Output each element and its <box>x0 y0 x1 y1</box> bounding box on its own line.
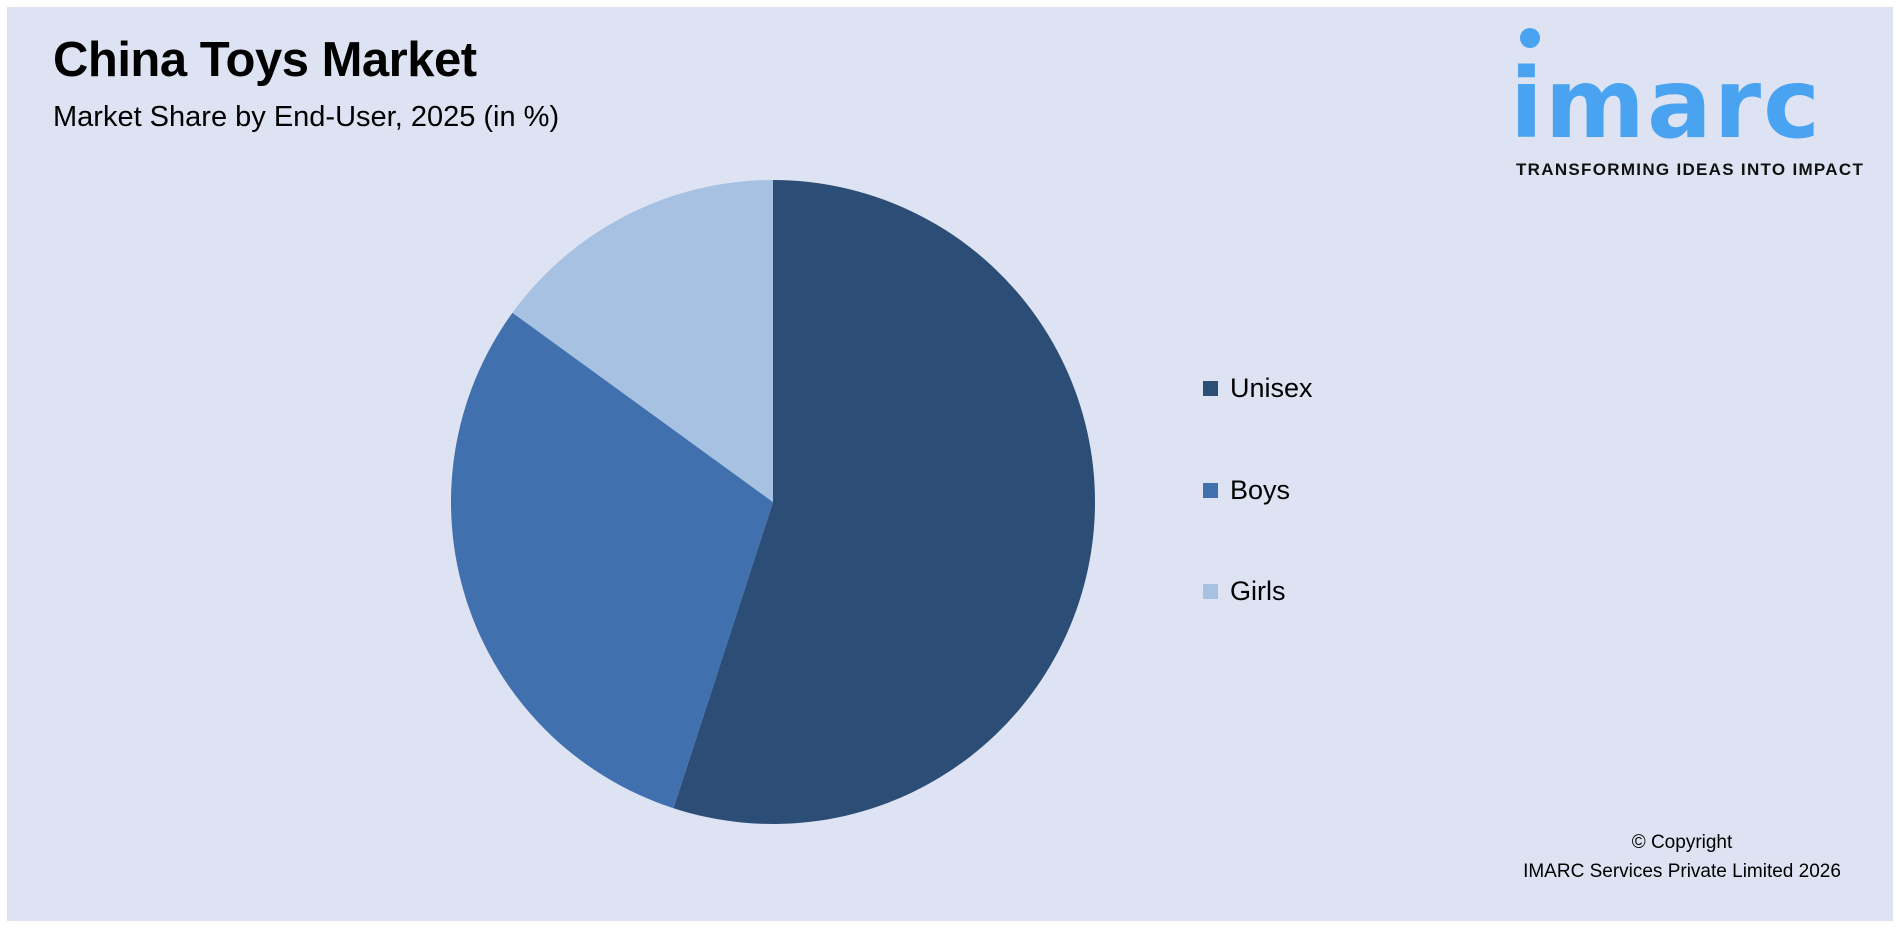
pie-slice-girls <box>512 180 773 502</box>
chart-title: China Toys Market <box>53 33 477 87</box>
legend-label: Girls <box>1230 576 1286 606</box>
chart-subtitle: Market Share by End-User, 2025 (in %) <box>53 101 560 133</box>
legend-swatch <box>1203 482 1218 498</box>
copyright-company: IMARC Services Private Limited 2026 <box>1523 861 1841 882</box>
pie-slice-unisex <box>673 180 1096 824</box>
logo-tagline: TRANSFORMING IDEAS INTO IMPACT <box>1516 160 1865 179</box>
legend-item-unisex: Unisex <box>1203 372 1313 404</box>
imarc-logo: imarc TRANSFORMING IDEAS INTO IMPACT <box>1510 26 1874 186</box>
legend-item-girls: Girls <box>1203 575 1286 607</box>
logo-dot-icon <box>1520 28 1540 48</box>
copyright-line: © Copyright <box>1631 832 1733 853</box>
pie-slice-boys <box>451 312 773 809</box>
legend-swatch <box>1203 583 1218 599</box>
legend-label: Boys <box>1230 475 1291 505</box>
logo-wordmark: imarc <box>1510 48 1822 160</box>
legend-label: Unisex <box>1230 373 1313 403</box>
legend-swatch <box>1203 380 1218 396</box>
legend-item-boys: Boys <box>1203 474 1290 506</box>
